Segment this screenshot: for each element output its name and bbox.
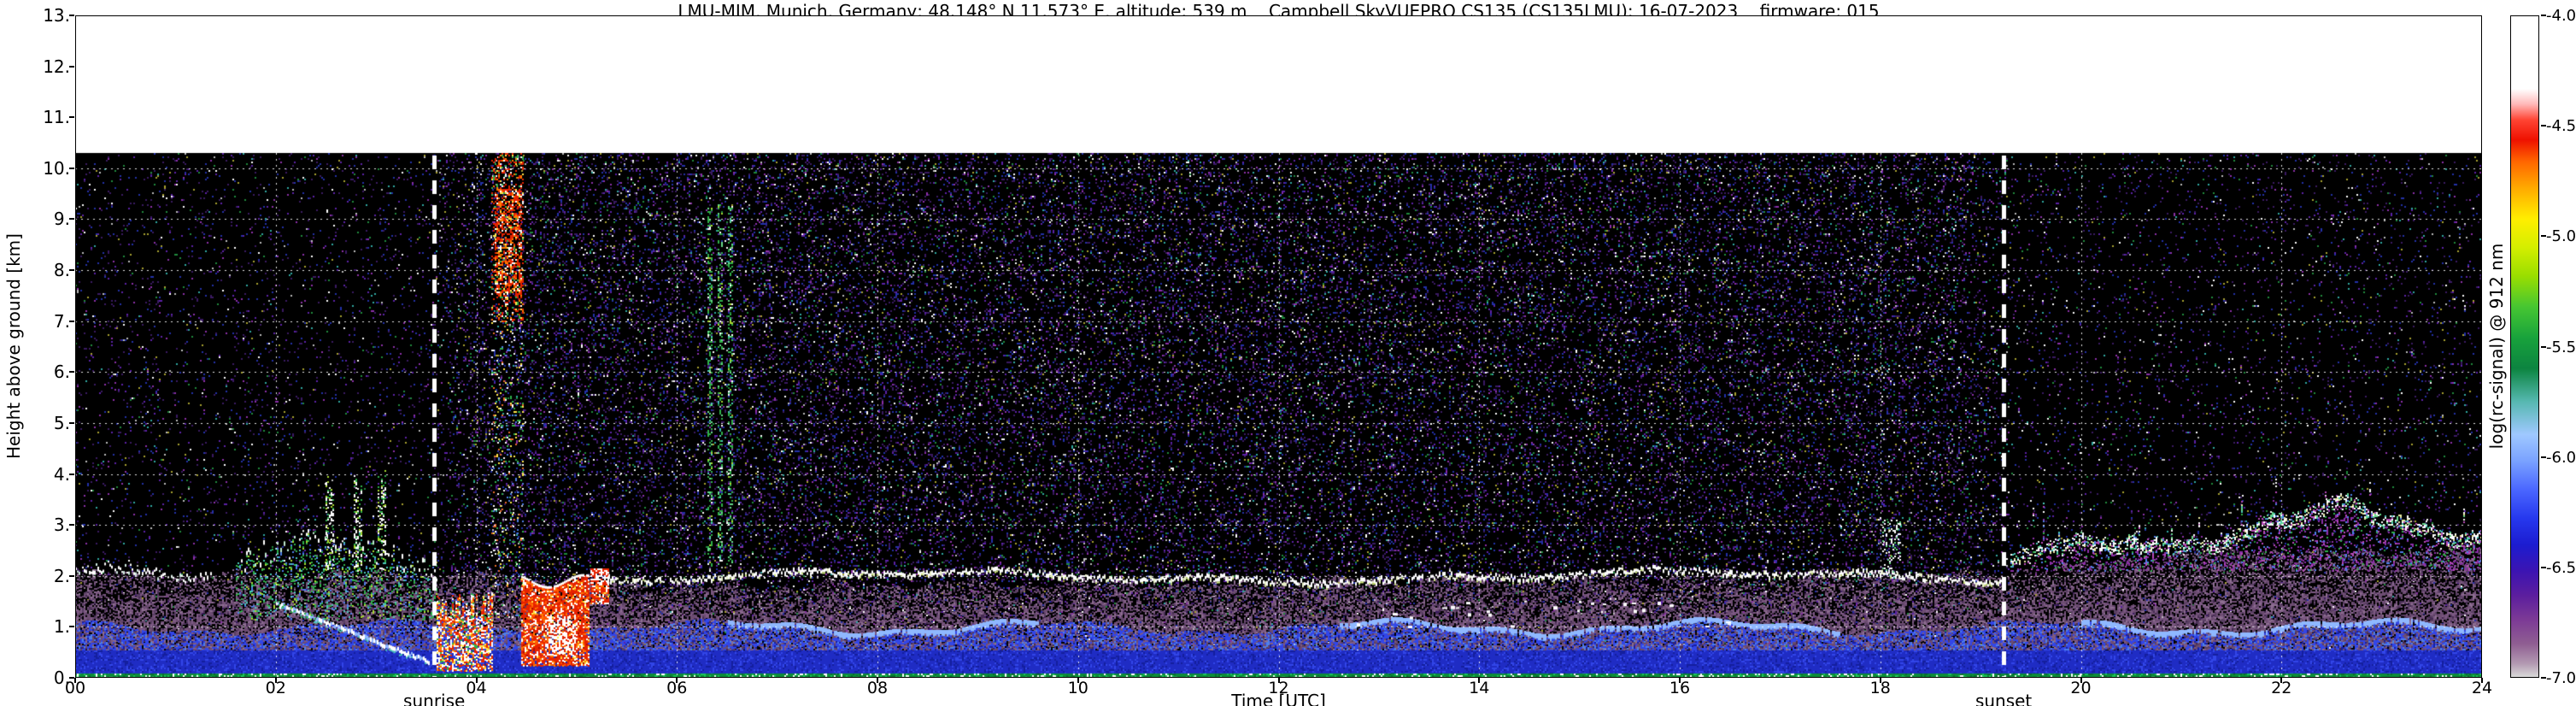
x-tick-mark — [676, 678, 678, 683]
colorbar-tick-label: -5.5 — [2546, 338, 2576, 356]
y-tick-label: 10. — [43, 157, 70, 179]
x-tick-mark — [475, 678, 478, 683]
x-tick-label: 20 — [2070, 679, 2092, 697]
colorbar-tick-label: -4.5 — [2546, 117, 2576, 136]
colorbar — [2510, 15, 2539, 678]
colorbar-tick-mark — [2541, 566, 2546, 568]
colorbar-tick-mark — [2541, 235, 2546, 238]
y-tick-label: 2. — [53, 565, 70, 586]
colorbar-tick-mark — [2541, 125, 2546, 127]
y-tick-mark — [69, 371, 74, 374]
x-tick-mark — [2481, 678, 2483, 683]
x-tick-label: 16 — [1669, 679, 1691, 697]
x-tick-mark — [1879, 678, 1881, 683]
y-tick-mark — [69, 421, 74, 424]
colorbar-tick-label: -4.0 — [2546, 7, 2576, 25]
y-tick-label: 1. — [53, 616, 70, 638]
colorbar-tick-label: -6.5 — [2546, 558, 2576, 577]
y-tick-mark — [69, 473, 74, 475]
y-tick-label: 3. — [53, 515, 70, 536]
sun-annotation-label: sunset — [1975, 691, 2033, 706]
x-tick-mark — [2080, 678, 2082, 683]
x-tick-label: 12 — [1268, 679, 1289, 697]
x-tick-label: 00 — [64, 679, 86, 697]
x-tick-label: 02 — [265, 679, 286, 697]
x-tick-mark — [74, 678, 76, 683]
x-tick-label: 18 — [1869, 679, 1891, 697]
x-tick-label: 10 — [1067, 679, 1088, 697]
y-tick-label: 5. — [53, 412, 70, 433]
y-tick-mark — [69, 320, 74, 322]
colorbar-gradient — [2511, 16, 2538, 677]
y-tick-mark — [69, 15, 74, 16]
y-tick-mark — [69, 677, 74, 679]
colorbar-tick-label: -5.0 — [2546, 227, 2576, 246]
colorbar-tick-mark — [2541, 345, 2546, 348]
x-tick-mark — [1679, 678, 1681, 683]
x-tick-mark — [274, 678, 277, 683]
x-tick-mark — [1277, 678, 1280, 683]
colorbar-label: log(rc-signal) @ 912 nm — [2486, 243, 2507, 450]
y-tick-mark — [69, 269, 74, 272]
y-tick-label: 0. — [53, 668, 70, 688]
x-tick-label: 14 — [1469, 679, 1490, 697]
x-axis-label: Time [UTC] — [1231, 691, 1326, 706]
colorbar-tick-mark — [2541, 456, 2546, 458]
x-tick-label: 06 — [666, 679, 688, 697]
heatmap-canvas — [75, 15, 2482, 678]
y-tick-label: 13. — [43, 5, 70, 26]
y-tick-label: 11. — [43, 107, 70, 128]
x-tick-label: 24 — [2471, 679, 2493, 697]
y-tick-label: 8. — [53, 260, 70, 281]
y-tick-mark — [69, 167, 74, 169]
x-tick-mark — [1077, 678, 1079, 683]
y-tick-mark — [69, 218, 74, 221]
colorbar-tick-mark — [2541, 15, 2546, 16]
x-tick-label: 04 — [466, 679, 487, 697]
x-tick-label: 22 — [2271, 679, 2292, 697]
x-tick-label: 08 — [866, 679, 889, 697]
colorbar-tick-label: -6.0 — [2546, 448, 2576, 467]
y-tick-mark — [69, 65, 74, 68]
x-tick-mark — [877, 678, 878, 683]
y-tick-label: 9. — [53, 209, 70, 230]
y-tick-label: 4. — [53, 463, 70, 485]
y-tick-label: 6. — [53, 362, 70, 383]
sun-annotation-label: sunrise — [403, 691, 466, 706]
y-tick-mark — [69, 116, 74, 119]
y-tick-mark — [69, 524, 74, 527]
colorbar-tick-mark — [2541, 677, 2546, 679]
y-tick-mark — [69, 626, 74, 628]
x-tick-mark — [1478, 678, 1481, 683]
colorbar-tick-label: -7.0 — [2546, 669, 2576, 687]
y-tick-label: 12. — [43, 56, 70, 77]
y-tick-mark — [69, 574, 74, 577]
x-tick-mark — [2280, 678, 2283, 683]
y-tick-label: 7. — [53, 310, 70, 332]
